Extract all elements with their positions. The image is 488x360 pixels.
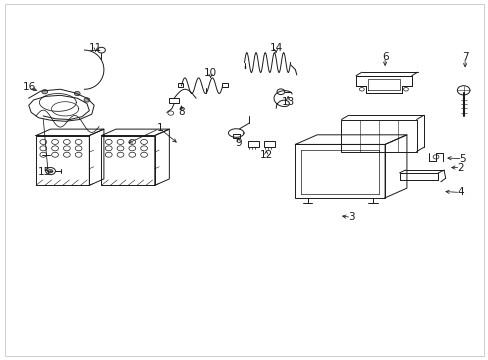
- Bar: [341, 120, 416, 152]
- Text: 12: 12: [259, 150, 272, 160]
- Bar: [221, 83, 227, 87]
- Text: 13: 13: [281, 98, 294, 107]
- Bar: [247, 141, 258, 147]
- Text: 10: 10: [203, 68, 217, 78]
- Circle shape: [42, 90, 47, 94]
- Text: 8: 8: [178, 107, 184, 117]
- Text: 7: 7: [461, 52, 468, 62]
- Text: 4: 4: [456, 188, 463, 197]
- Text: 6: 6: [381, 52, 387, 62]
- Bar: [36, 135, 89, 185]
- Text: 5: 5: [458, 154, 465, 164]
- Bar: [177, 83, 183, 87]
- Text: 14: 14: [269, 42, 282, 53]
- Text: 3: 3: [347, 212, 354, 222]
- Text: 15: 15: [38, 167, 51, 177]
- Text: 9: 9: [235, 138, 242, 148]
- Bar: [264, 141, 274, 147]
- Text: 2: 2: [456, 163, 463, 172]
- Text: 16: 16: [22, 82, 36, 93]
- Circle shape: [74, 91, 80, 96]
- Bar: [169, 98, 179, 103]
- Circle shape: [84, 98, 90, 102]
- Bar: [295, 144, 385, 198]
- Text: 1: 1: [156, 123, 163, 134]
- Text: 11: 11: [89, 42, 102, 53]
- Bar: [102, 135, 155, 185]
- Bar: [232, 134, 239, 138]
